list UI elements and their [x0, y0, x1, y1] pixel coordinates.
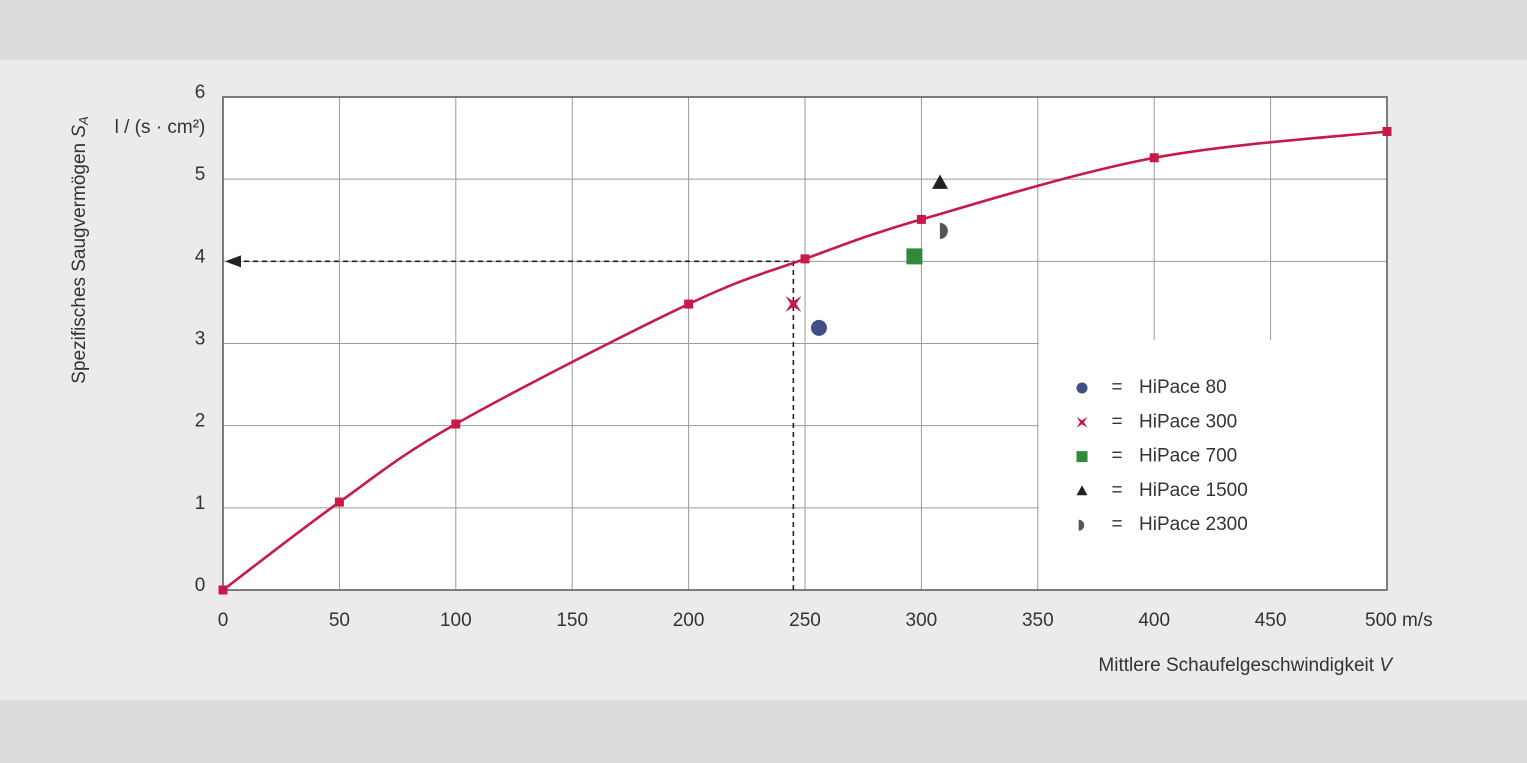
x-tick-label: 200 [673, 610, 705, 631]
x-axis-symbol: V [1379, 655, 1394, 676]
curve-marker [1382, 127, 1392, 137]
legend-marker [1076, 416, 1088, 428]
legend-label: HiPace 2300 [1139, 514, 1248, 535]
legend-box [1038, 340, 1387, 589]
plot-frame [222, 96, 1388, 591]
y-axis-label: Spezifisches Saugvermögen SA [69, 116, 91, 383]
legend-label: HiPace 1500 [1139, 480, 1248, 501]
x-tick-label: 150 [556, 610, 588, 631]
y-axis-symbol: S [69, 125, 90, 138]
scatter-point [906, 248, 923, 265]
curve-marker [334, 497, 344, 507]
curve-marker [218, 585, 228, 595]
legend-label: HiPace 300 [1139, 411, 1237, 432]
curve-marker [1149, 153, 1159, 163]
y-tick-label: 5 [195, 164, 206, 185]
legend-separator: = [1111, 411, 1122, 432]
legend-separator: = [1111, 480, 1122, 501]
y-axis-unit: l / (s · cm²) [115, 117, 206, 138]
x-tick-label: 50 [329, 610, 350, 631]
x-tick-label: 0 [218, 610, 229, 631]
scatter-point [810, 319, 827, 336]
scatter-point [939, 222, 948, 239]
x-tick-label: 400 [1138, 610, 1170, 631]
y-tick-label: 6 [195, 82, 206, 103]
curve-marker [800, 254, 810, 264]
x-tick-label: 350 [1022, 610, 1054, 631]
legend-label: HiPace 80 [1139, 377, 1227, 398]
legend-separator: = [1111, 377, 1122, 398]
y-tick-label: 0 [195, 575, 206, 596]
curve-marker [451, 419, 461, 429]
legend-separator: = [1111, 514, 1122, 535]
legend-marker [1076, 382, 1088, 394]
x-tick-label: 250 [789, 610, 821, 631]
x-tick-label: 100 [440, 610, 472, 631]
x-tick-label: 450 [1255, 610, 1287, 631]
scatter-point [785, 296, 802, 313]
legend: = HiPace 80 = HiPace 300 = HiPace 700 = HiPace … [1038, 340, 1387, 589]
y-axis-subscript: A [76, 116, 91, 126]
x-axis-label: Mittlere Schaufelgeschwindigkeit V [1098, 655, 1394, 676]
y-tick-label: 2 [195, 411, 206, 432]
guide-line [237, 260, 795, 590]
legend-label: HiPace 700 [1139, 446, 1237, 467]
legend-marker [1078, 519, 1085, 531]
x-axis-label-text: Mittlere Schaufelgeschwindigkeit [1098, 655, 1374, 676]
curve-marker [684, 299, 694, 309]
y-tick-label: 3 [195, 329, 206, 350]
guide-arrow [225, 255, 241, 268]
curve-marker [916, 214, 926, 224]
legend-marker [1076, 485, 1088, 496]
y-axis-label-text: Spezifisches Saugvermögen [69, 143, 90, 384]
legend-marker [1076, 451, 1088, 463]
scatter-point [932, 174, 949, 189]
x-tick-label: 500 m/s [1365, 610, 1433, 631]
legend-separator: = [1111, 446, 1122, 467]
y-tick-label: 4 [195, 246, 206, 267]
x-tick-label: 300 [906, 610, 938, 631]
y-tick-label: 1 [195, 493, 206, 514]
plot: 0 50 100 150 200 250 300 350 400 450 500 m/s 0 1 2 3 4 5… [195, 82, 1433, 631]
